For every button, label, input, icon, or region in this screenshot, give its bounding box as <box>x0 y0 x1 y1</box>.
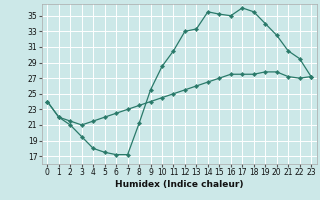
X-axis label: Humidex (Indice chaleur): Humidex (Indice chaleur) <box>115 180 244 189</box>
